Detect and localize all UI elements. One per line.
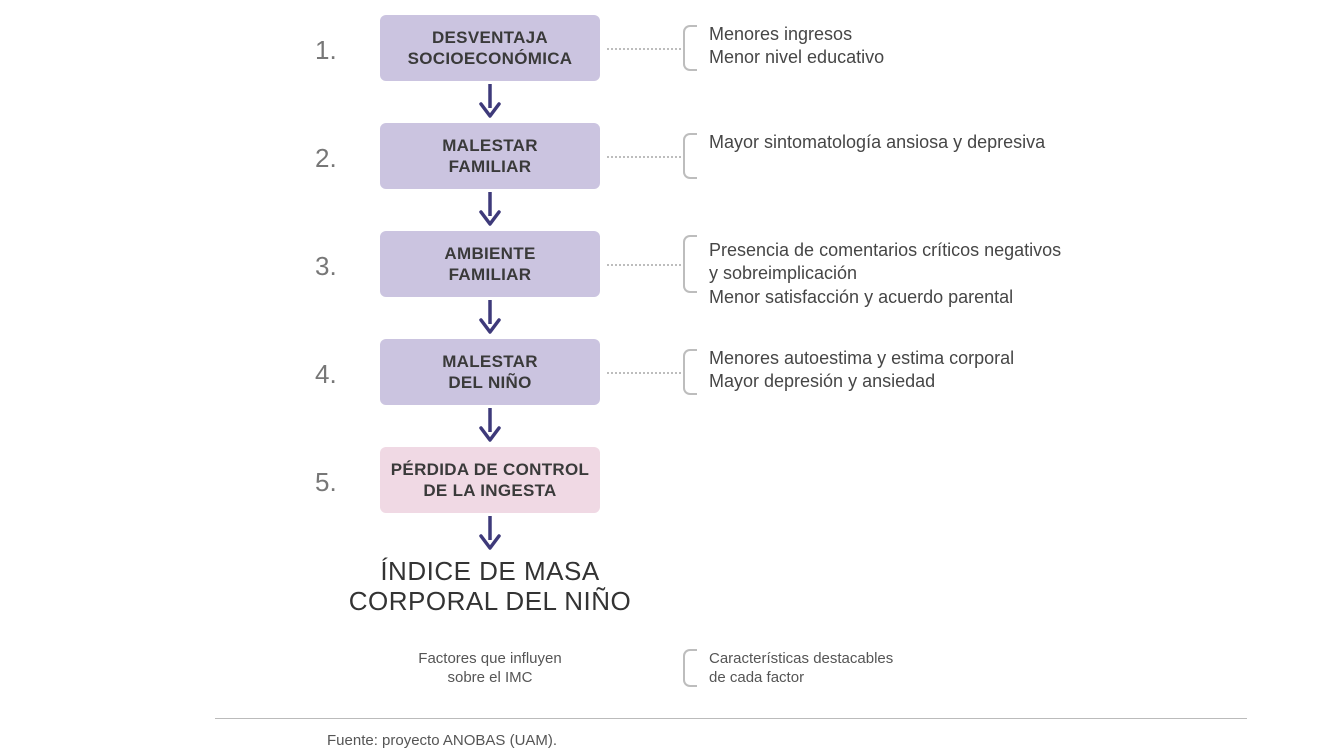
down-arrow-icon [477,513,503,555]
final-outcome: ÍNDICE DE MASACORPORAL DEL NIÑO [345,557,635,617]
dotted-connector [605,231,683,297]
factor-row-3: 3.AMBIENTEFAMILIAR Presencia de comentari… [315,231,1075,339]
factor-desc-1: Menores ingresosMenor nivel educativo [703,15,884,70]
bracket-icon [683,123,703,189]
legend: Factores que influyensobre el IMC Caracte… [375,649,1075,688]
legend-characteristics-label: Características destacablesde cada facto… [703,649,893,688]
factor-box-4: MALESTARDEL NIÑO [380,339,600,405]
factor-number: 4. [315,339,375,390]
factor-row-2: 2.MALESTARFAMILIAR Mayor sintomatología a… [315,123,1075,231]
factor-desc-3: Presencia de comentarios críticos negati… [703,231,1063,309]
factor-desc-4: Menores autoestima y estima corporalMayo… [703,339,1014,394]
factor-row-1: 1.DESVENTAJASOCIOECONÓMICA Menores ingres… [315,15,1075,123]
dotted-connector [605,15,683,81]
factor-box-5: PÉRDIDA DE CONTROLDE LA INGESTA [380,447,600,513]
factor-desc-2: Mayor sintomatología ansiosa y depresiva [703,123,1045,154]
down-arrow-icon [477,405,503,447]
bracket-icon [683,231,703,297]
bracket-icon [683,15,703,81]
dotted-connector [605,123,683,189]
factor-row-4: 4.MALESTARDEL NIÑO Menores autoestima y e… [315,339,1075,447]
flow-diagram: 1.DESVENTAJASOCIOECONÓMICA Menores ingres… [315,15,1075,688]
factor-box-1: DESVENTAJASOCIOECONÓMICA [380,15,600,81]
bracket-icon [683,339,703,405]
factor-box-3: AMBIENTEFAMILIAR [380,231,600,297]
source-text: Fuente: proyecto ANOBAS (UAM). [327,732,557,749]
factor-box-2: MALESTARFAMILIAR [380,123,600,189]
footer-rule [215,718,1247,719]
down-arrow-icon [477,297,503,339]
down-arrow-icon [477,189,503,231]
factor-number: 3. [315,231,375,282]
legend-factors-label: Factores que influyensobre el IMC [375,649,605,688]
factor-number: 1. [315,15,375,66]
factor-number: 5. [315,447,375,498]
dotted-connector [605,339,683,405]
factor-number: 2. [315,123,375,174]
down-arrow-icon [477,81,503,123]
factor-row-5: 5.PÉRDIDA DE CONTROLDE LA INGESTA [315,447,1075,555]
